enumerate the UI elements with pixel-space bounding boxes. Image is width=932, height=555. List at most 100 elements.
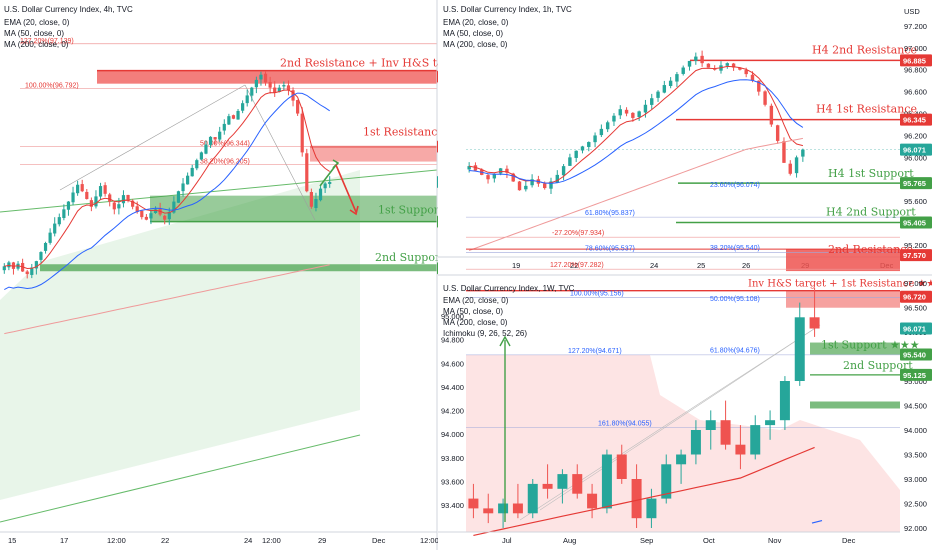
price-badge: 96.720 xyxy=(903,293,926,302)
annotation-label: 2nd Support xyxy=(375,251,445,264)
annotation-label: 2nd Resistance + Inv H&S target xyxy=(280,57,468,70)
candle-body xyxy=(140,210,144,218)
ema-20-line xyxy=(4,89,330,270)
candle-body xyxy=(750,425,761,455)
candle-body xyxy=(668,80,673,87)
candle-body xyxy=(277,87,281,92)
candle-body xyxy=(637,111,641,117)
fib-label: 100.00%(95.156) xyxy=(570,291,624,298)
candle-body xyxy=(587,493,598,509)
candle-body xyxy=(71,192,75,203)
candles-1w xyxy=(468,287,820,528)
target-arrow-head xyxy=(499,335,511,347)
fib-label: 61.80%(94.676) xyxy=(710,347,760,354)
candle-body xyxy=(720,420,731,445)
candle-body xyxy=(580,146,585,151)
candle-body xyxy=(616,454,627,479)
candle-body xyxy=(222,123,226,131)
bullish-arrow xyxy=(319,164,337,187)
bearish-arrow-head xyxy=(349,205,359,216)
inner-tick-label: 94.000 xyxy=(441,430,464,439)
chart-title-1w: U.S. Dollar Currency Index, 1W, TVC xyxy=(443,284,575,293)
chart-1w-panel[interactable]: -27.20%(97.934) 127.20%(97.282) 61.80%(95.… xyxy=(438,182,932,550)
candle-body xyxy=(103,185,107,194)
fib-label: 127.20%(94.671) xyxy=(568,348,622,355)
candle-body xyxy=(687,60,692,67)
support-1-zone xyxy=(150,195,437,222)
candle-body xyxy=(282,85,286,87)
x-tick-label: 12:00 xyxy=(420,536,439,545)
candle-body xyxy=(153,209,158,214)
candle-body xyxy=(48,232,52,243)
indicator-ema: EMA (20, close, 0) xyxy=(443,296,509,305)
price-badge: 95.125 xyxy=(903,371,926,380)
chart-1h-panel[interactable]: H4 2nd Resistance H4 1st Resistance H4 1st… xyxy=(438,0,932,276)
candle-body xyxy=(650,98,654,105)
candle-body xyxy=(57,217,61,225)
annotation-label: H4 1st Resistance xyxy=(816,103,917,116)
candle-body xyxy=(204,144,208,154)
candle-body xyxy=(85,191,89,199)
candle-body xyxy=(76,184,80,194)
currency-label: USD xyxy=(904,7,920,16)
candle-body xyxy=(208,136,213,145)
candle-body xyxy=(483,508,494,514)
candle-body xyxy=(601,454,612,509)
candle-body xyxy=(121,195,126,204)
annotation-label: 2nd Support xyxy=(843,359,913,372)
candle-body xyxy=(643,104,648,113)
chart-title-1h: U.S. Dollar Currency Index, 1h, TVC xyxy=(443,5,572,14)
candle-body xyxy=(631,112,635,118)
x-tick-label: 17 xyxy=(60,536,68,545)
candle-body xyxy=(646,498,657,519)
candle-body xyxy=(34,261,38,269)
y-tick-label: 94.000 xyxy=(904,426,927,435)
inner-price-scale: 95.000 94.800 94.600 94.400 94.200 94.000 93.8… xyxy=(441,312,464,510)
candle-body xyxy=(599,128,604,136)
inner-tick-label: 94.600 xyxy=(441,359,464,368)
bearish-arrow xyxy=(335,164,357,213)
candle-body xyxy=(323,183,327,189)
candle-body xyxy=(254,79,258,88)
candle-body xyxy=(694,56,698,61)
y-tick-label: 96.000 xyxy=(904,153,927,162)
x-tick-label: 24 xyxy=(650,261,658,270)
x-tick-label: 29 xyxy=(318,536,326,545)
candle-body xyxy=(43,243,48,251)
annotation-label: 2nd Resistance xyxy=(828,243,913,256)
y-tick-label: 95.200 xyxy=(904,241,927,250)
candle-body xyxy=(314,198,318,208)
candle-body xyxy=(263,73,268,83)
candle-body xyxy=(618,109,622,116)
chart-title-4h: U.S. Dollar Currency Index, 4h, TVC xyxy=(4,5,133,14)
x-axis-1w: Jul Aug Sep Oct Nov Dec xyxy=(502,536,856,545)
candle-body xyxy=(30,267,34,275)
fib-label: 127.20%(97.282) xyxy=(550,262,604,269)
candle-body xyxy=(250,87,254,96)
price-badge-box xyxy=(900,290,932,303)
inner-tick-label: 95.000 xyxy=(441,312,464,321)
fib-label: 127.20%(97.139) xyxy=(20,38,74,45)
candle-body xyxy=(731,63,736,68)
inner-tick-label: 94.400 xyxy=(441,383,464,392)
candle-body xyxy=(705,420,716,430)
chart-4h-panel[interactable]: 127.20%(97.139)100.00%(96.792)50.00%(96.… xyxy=(0,0,470,550)
annotation-label: H4 2nd Support xyxy=(826,206,916,219)
candle-body xyxy=(612,115,616,122)
y-tick-label: 92.000 xyxy=(904,524,927,533)
candle-body xyxy=(176,191,181,203)
candle-body xyxy=(700,55,704,64)
candle-body xyxy=(195,160,199,169)
candle-body xyxy=(587,142,591,147)
candle-body xyxy=(661,464,672,499)
candle-body xyxy=(809,317,820,329)
ma-200-line xyxy=(4,264,330,335)
candle-body xyxy=(11,262,16,269)
y-tick-label: 93.000 xyxy=(904,475,927,484)
candle-body xyxy=(662,85,667,93)
candle-body xyxy=(236,110,240,120)
candle-body xyxy=(167,211,171,220)
candle-body xyxy=(66,201,71,210)
ema-20-line xyxy=(468,65,804,184)
indicator-ema: EMA (20, close, 0) xyxy=(443,18,509,27)
